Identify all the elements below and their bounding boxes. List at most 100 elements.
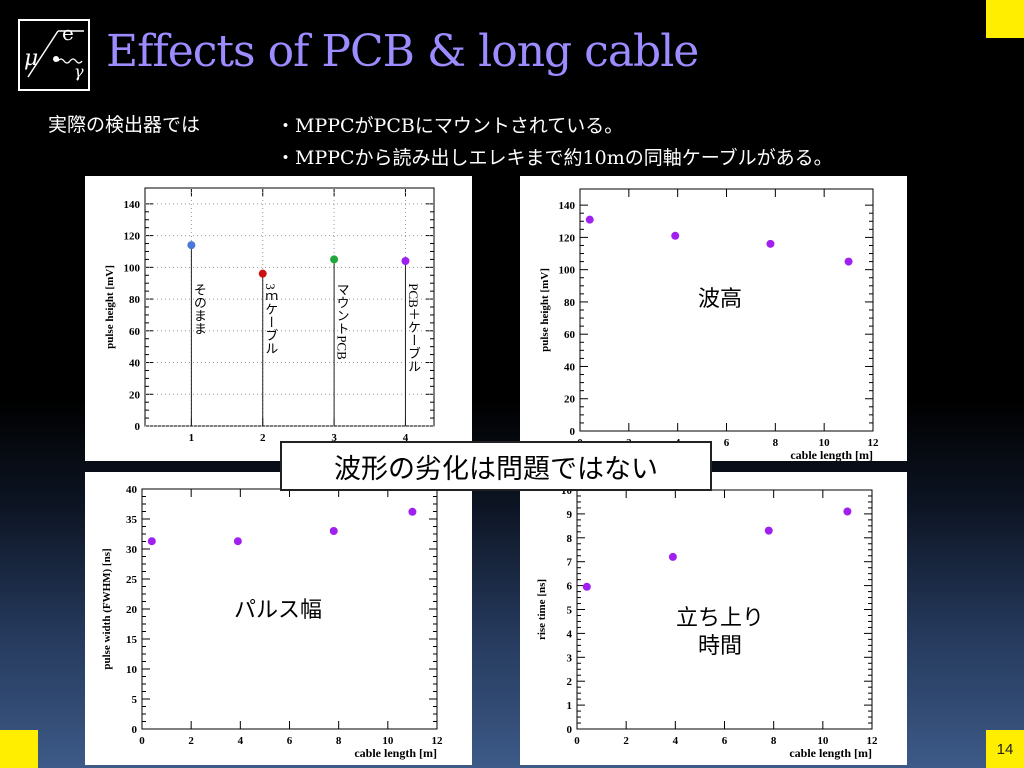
data-point [329, 527, 338, 535]
x-tick-label: 4 [403, 432, 409, 444]
chart-pulse-height-vs-cable: 020406080100120140024681012pulse height … [539, 188, 880, 461]
x-tick-label: 8 [771, 735, 777, 747]
x-tick-label: 2 [623, 735, 629, 747]
x-tick-label: 2 [260, 432, 266, 444]
data-point [401, 256, 410, 265]
y-tick-label: 80 [129, 294, 141, 306]
corner-accent-top [986, 0, 1024, 38]
chart-panel-conditions: 0 20 40 60 80 100 120 140 1 2 3 4 pulse height [mV] そ… [85, 176, 472, 461]
x-tick-label: 6 [287, 735, 293, 747]
x-tick-label: 6 [722, 735, 728, 747]
x-tick-label: 4 [238, 735, 244, 747]
y-tick-label: 40 [126, 484, 138, 496]
y-tick-label: 5 [132, 694, 138, 706]
logo: μ e γ [18, 19, 90, 91]
y-tick-label: 60 [564, 329, 576, 341]
y-tick-label: 15 [126, 634, 138, 646]
chart-annotation: 時間 [698, 633, 742, 658]
y-tick-label: 140 [559, 200, 576, 212]
y-tick-label: 100 [559, 265, 576, 277]
y-axis-label: pulse width (FWHM) [ns] [101, 548, 113, 669]
chart-annotation: 立ち上り [676, 605, 764, 630]
corner-accent-bottom [0, 730, 38, 768]
y-tick-label: 0 [135, 421, 141, 433]
x-tick-label: 6 [724, 437, 730, 449]
y-axis-label: pulse height [mV] [104, 265, 116, 349]
y-tick-label: 100 [124, 262, 141, 274]
data-point [844, 257, 853, 266]
x-axis-label: cable length [m] [354, 746, 437, 760]
data-point [843, 507, 852, 516]
x-tick-label: 1 [189, 432, 195, 444]
slide-title: Effects of PCB & long cable [106, 26, 699, 77]
data-point [233, 537, 242, 546]
y-axis-label: rise time [ns] [536, 579, 548, 640]
y-tick-label: 80 [564, 297, 576, 309]
logo-mu: μ [24, 46, 38, 71]
conclusion-callout: 波形の劣化は問題ではない [280, 441, 712, 491]
y-tick-label: 20 [129, 389, 141, 401]
data-point [582, 582, 591, 591]
y-tick-label: 10 [126, 664, 138, 676]
x-tick-label: 0 [574, 735, 580, 747]
y-tick-label: 2 [567, 676, 573, 688]
x-tick-label: 8 [773, 437, 779, 449]
y-tick-label: 60 [129, 326, 141, 338]
data-point [258, 269, 267, 278]
x-tick-label: 2 [188, 735, 194, 747]
point-label: マウントPCB [335, 283, 350, 360]
chart-panel-width-vs-cable: 0 5 10 15 20 25 30 35 40 0 2 4 6 8 10 12 pulse width (FW… [85, 472, 472, 765]
plot-frame [144, 187, 435, 427]
x-tick-label: 0 [139, 735, 145, 747]
chart-annotation: 波高 [698, 286, 742, 311]
chart-panel-height-vs-cable: 020406080100120140024681012pulse height … [520, 176, 907, 461]
y-tick-label: 1 [567, 700, 573, 712]
bullet-list: ・MPPCがPCBにマウントされている。 ・MPPCから読み出しエレキまで約10… [276, 110, 833, 174]
y-tick-label: 140 [124, 199, 141, 211]
y-tick-label: 3 [567, 652, 573, 664]
y-tick-label: 40 [129, 358, 141, 370]
x-tick-label: 12 [432, 735, 444, 747]
y-tick-label: 120 [559, 232, 576, 244]
page-number: 14 [986, 730, 1024, 768]
data-point [668, 552, 677, 561]
y-axis-label: pulse height [mV] [539, 268, 551, 352]
point-label: 3ｍケーブル [263, 283, 278, 355]
logo-e: e [62, 21, 74, 45]
y-tick-label: 30 [126, 544, 138, 556]
data-point [147, 537, 156, 546]
point-label: そのまま [192, 283, 207, 335]
y-tick-label: 9 [567, 509, 573, 521]
bullet-item: ・MPPCがPCBにマウントされている。 [276, 115, 624, 137]
x-tick-label: 12 [867, 735, 879, 747]
logo-gamma: γ [74, 62, 84, 81]
y-tick-label: 35 [126, 514, 138, 526]
chart-panel-rise-vs-cable: 0 1 2 3 4 5 6 7 8 9 10 0 2 4 6 8 10 12 rise time [ns] cable… [520, 472, 907, 765]
y-tick-label: 0 [567, 724, 573, 736]
y-tick-label: 4 [567, 628, 573, 640]
x-tick-label: 4 [673, 735, 679, 747]
x-tick-label: 8 [336, 735, 342, 747]
y-tick-label: 8 [567, 533, 573, 545]
y-tick-label: 10 [561, 485, 573, 497]
x-axis-label: cable length [m] [789, 746, 872, 760]
x-tick-label: 12 [868, 437, 880, 449]
x-tick-label: 3 [331, 432, 337, 444]
y-tick-label: 0 [132, 724, 138, 736]
bullet-item: ・MPPCから読み出しエレキまで約10mの同軸ケーブルがある。 [276, 147, 833, 169]
y-tick-label: 0 [570, 426, 576, 438]
y-tick-label: 40 [564, 361, 576, 373]
y-tick-label: 7 [567, 557, 573, 569]
data-point [766, 239, 775, 248]
y-tick-label: 120 [124, 231, 141, 243]
point-label: PCB＋ケーブル [406, 283, 421, 373]
chart-pulse-width-vs-cable: 0 5 10 15 20 25 30 35 40 0 2 4 6 8 10 12 pulse width (FW… [101, 484, 444, 760]
x-axis-label: cable length [m] [790, 448, 873, 461]
data-point [187, 241, 196, 250]
x-tick-label: 10 [817, 735, 829, 747]
x-tick-label: 10 [382, 735, 394, 747]
data-point [330, 255, 339, 264]
x-tick-label: 10 [819, 437, 831, 449]
logo-mark: μ e γ [24, 21, 84, 81]
